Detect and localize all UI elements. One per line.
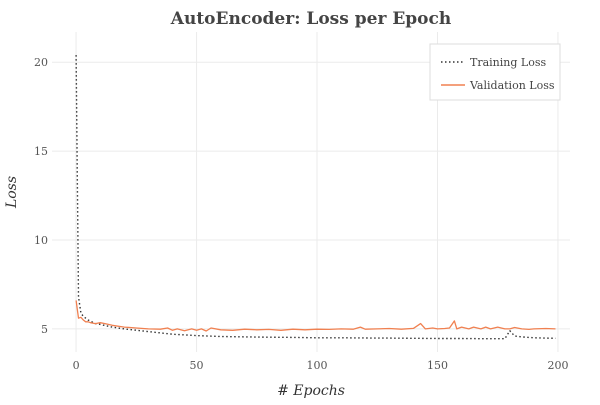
y-tick-label: 5 bbox=[41, 323, 48, 336]
x-tick-label: 200 bbox=[547, 359, 568, 372]
y-tick-label: 10 bbox=[34, 234, 48, 247]
series-line-validation-loss bbox=[75, 300, 556, 332]
legend-label-validation-loss: Validation Loss bbox=[469, 79, 555, 92]
x-tick-label: 50 bbox=[190, 359, 204, 372]
x-tick-label: 150 bbox=[427, 359, 448, 372]
x-tick-label: 100 bbox=[307, 359, 328, 372]
legend: Training Loss Validation Loss bbox=[429, 43, 561, 101]
x-axis-label: # Epochs bbox=[277, 383, 345, 399]
x-tick-label: 0 bbox=[73, 359, 80, 372]
legend-box bbox=[429, 43, 561, 101]
y-axis-label: Loss bbox=[4, 176, 20, 209]
grid-lines bbox=[52, 32, 570, 352]
legend-label-training-loss: Training Loss bbox=[470, 56, 546, 69]
chart-title: AutoEncoder: Loss per Epoch bbox=[170, 9, 451, 29]
y-tick-label: 15 bbox=[34, 145, 48, 158]
y-tick-label: 20 bbox=[34, 56, 48, 69]
plot-lines bbox=[75, 55, 556, 340]
